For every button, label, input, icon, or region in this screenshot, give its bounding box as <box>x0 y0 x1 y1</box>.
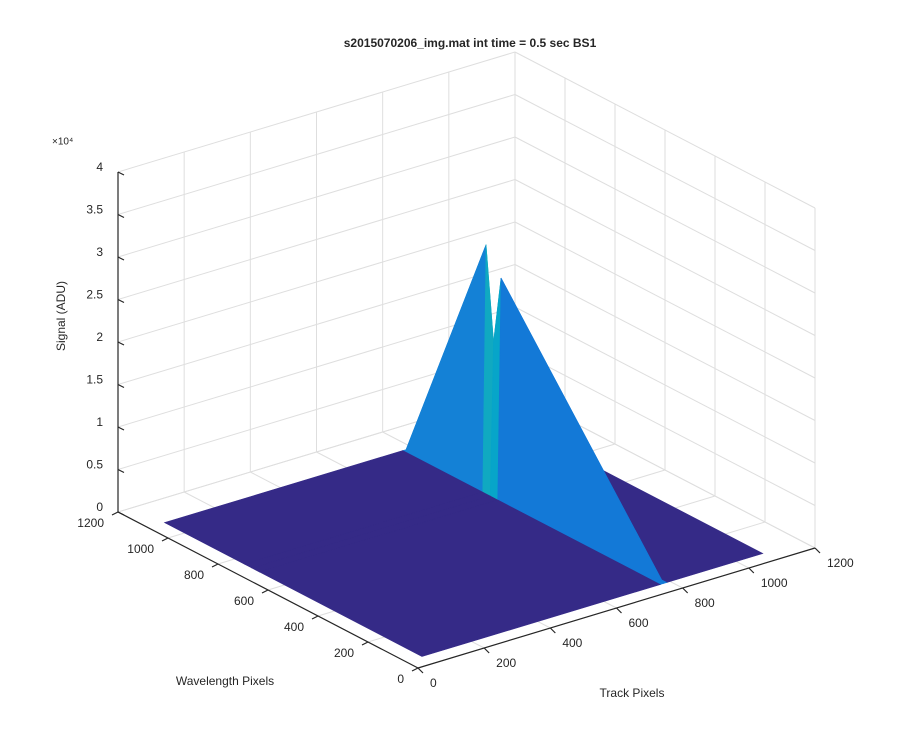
grid-line <box>514 51 816 209</box>
y-tick-label: 400 <box>284 620 304 634</box>
y-tick <box>311 615 319 620</box>
grid-line <box>117 179 516 300</box>
grid-line <box>117 306 516 428</box>
x-tick-label: 400 <box>562 636 582 650</box>
z-exponent: ×10⁴ <box>52 137 73 148</box>
x-tick <box>549 627 556 634</box>
z-tick-label: 2.5 <box>86 288 103 302</box>
y-tick <box>111 511 119 516</box>
y-axis-label: Wavelength Pixels <box>176 674 274 688</box>
z-tick <box>117 511 125 516</box>
z-tick-label: 3.5 <box>86 203 103 217</box>
x-tick <box>682 587 689 594</box>
x-tick-label: 0 <box>430 676 437 690</box>
y-tick <box>161 537 169 542</box>
grid-line <box>514 136 816 294</box>
y-tick-label: 800 <box>184 568 204 582</box>
grid-line <box>117 264 516 385</box>
z-tick <box>117 383 125 389</box>
x-tick-label: 1200 <box>827 556 854 570</box>
x-tick <box>616 607 622 614</box>
x-tick <box>417 667 424 674</box>
z-tick-label: 0.5 <box>86 458 103 472</box>
y-tick-label: 1000 <box>127 542 154 556</box>
z-tick-label: 0 <box>96 500 103 514</box>
z-tick <box>117 256 125 261</box>
z-tick <box>117 341 125 346</box>
z-tick-label: 1 <box>96 415 103 429</box>
y-tick <box>361 641 369 646</box>
y-tick-label: 200 <box>334 646 354 660</box>
z-tick <box>117 171 125 176</box>
grid-line <box>117 51 516 173</box>
y-tick-label: 0 <box>397 672 404 686</box>
x-tick <box>748 567 755 574</box>
grid-line <box>514 264 816 421</box>
y-tick <box>411 667 419 672</box>
z-tick <box>117 468 125 474</box>
surface-patch <box>258 499 662 657</box>
z-tick-label: 4 <box>96 160 103 174</box>
grid-line <box>117 136 516 258</box>
x-axis-label: Track Pixels <box>600 686 665 700</box>
grid-line <box>514 179 816 336</box>
y-tick-label: 1200 <box>77 516 104 530</box>
x-tick-label: 600 <box>629 616 649 630</box>
grid-line <box>514 221 816 379</box>
x-tick-label: 200 <box>496 656 516 670</box>
z-tick-label: 3 <box>96 245 103 259</box>
grid-line <box>117 221 516 343</box>
y-tick <box>211 563 219 568</box>
grid-line <box>117 94 516 215</box>
y-tick <box>261 589 269 594</box>
z-tick-label: 1.5 <box>86 373 103 387</box>
z-tick <box>117 426 125 431</box>
grid-line <box>514 349 816 506</box>
x-tick-label: 1000 <box>761 576 788 590</box>
z-tick <box>117 213 125 219</box>
chart-title: s2015070206_img.mat int time = 0.5 sec B… <box>344 36 597 50</box>
z-axis-label: Signal (ADU) <box>54 281 68 351</box>
x-tick-label: 800 <box>695 596 715 610</box>
z-tick <box>117 298 125 304</box>
x-tick <box>814 547 821 554</box>
grid-line <box>514 306 816 464</box>
y-tick-label: 600 <box>234 594 254 608</box>
z-tick-label: 2 <box>96 330 103 344</box>
grid-line <box>514 94 816 251</box>
x-tick <box>483 647 490 654</box>
